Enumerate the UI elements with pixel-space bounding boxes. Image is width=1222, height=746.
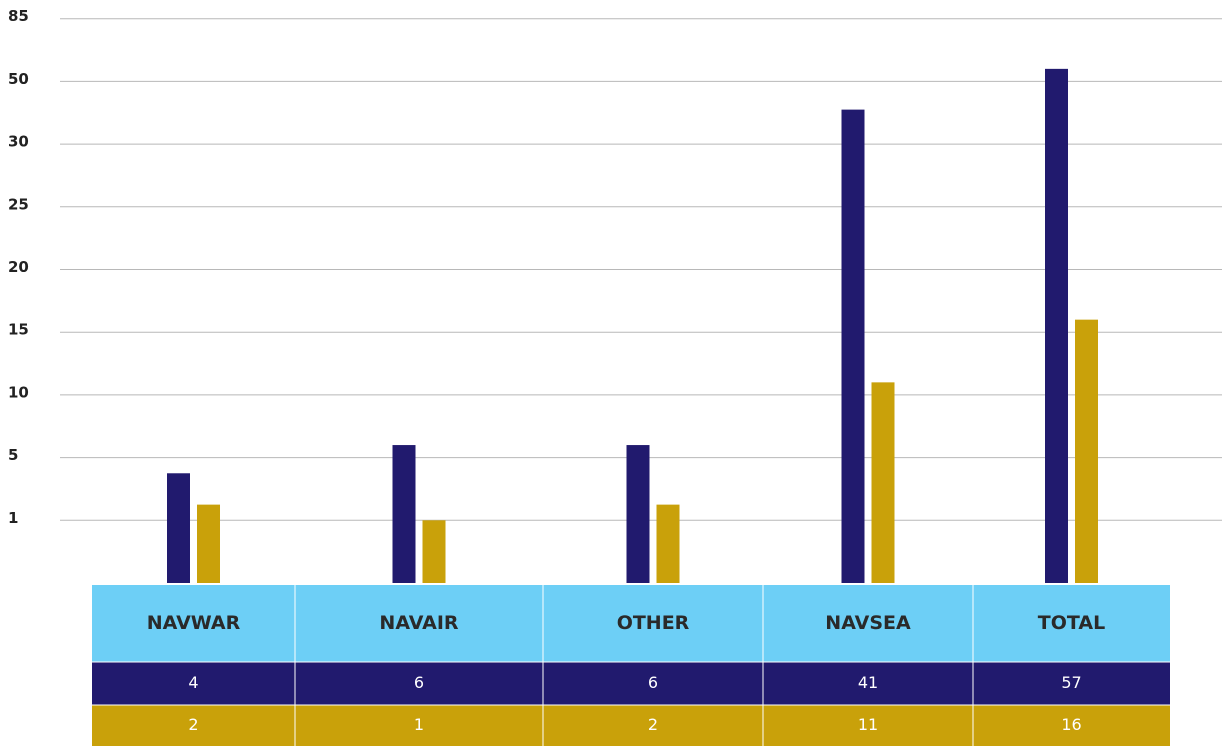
- category-label: NAVWAR: [147, 612, 241, 634]
- bar: [197, 504, 220, 583]
- y-tick-label: 30: [8, 133, 29, 151]
- bar: [167, 473, 190, 583]
- table-value: 6: [648, 673, 658, 692]
- table-value: 41: [858, 673, 878, 692]
- bar: [871, 382, 895, 583]
- table-value: 2: [648, 715, 658, 734]
- bar: [1075, 319, 1098, 583]
- bar: [656, 504, 680, 583]
- table-row: [92, 705, 1170, 746]
- y-tick-label: 1: [8, 509, 18, 527]
- bar: [626, 445, 650, 583]
- y-tick-label: 85: [8, 7, 29, 25]
- bar: [392, 445, 416, 583]
- y-tick-label: 25: [8, 195, 29, 213]
- y-tick-label: 10: [8, 383, 29, 401]
- y-tick-label: 5: [8, 446, 18, 464]
- bar: [841, 109, 865, 584]
- table-row: [92, 662, 1170, 705]
- category-label: OTHER: [617, 612, 690, 634]
- table-header: [92, 585, 1170, 662]
- y-tick-label: 15: [8, 321, 29, 339]
- table-value: 57: [1061, 673, 1081, 692]
- table-value: 11: [858, 715, 878, 734]
- category-label: NAVSEA: [825, 612, 911, 634]
- bar: [1045, 68, 1068, 584]
- table-value: 2: [188, 715, 198, 734]
- bar: [422, 520, 446, 583]
- y-tick-label: 50: [8, 70, 29, 88]
- table-value: 1: [414, 715, 424, 734]
- y-tick-label: 20: [8, 258, 29, 276]
- table-value: 16: [1061, 715, 1081, 734]
- category-label: TOTAL: [1038, 612, 1105, 634]
- category-label: NAVAIR: [379, 612, 459, 634]
- table-value: 4: [188, 673, 198, 692]
- table-value: 6: [414, 673, 424, 692]
